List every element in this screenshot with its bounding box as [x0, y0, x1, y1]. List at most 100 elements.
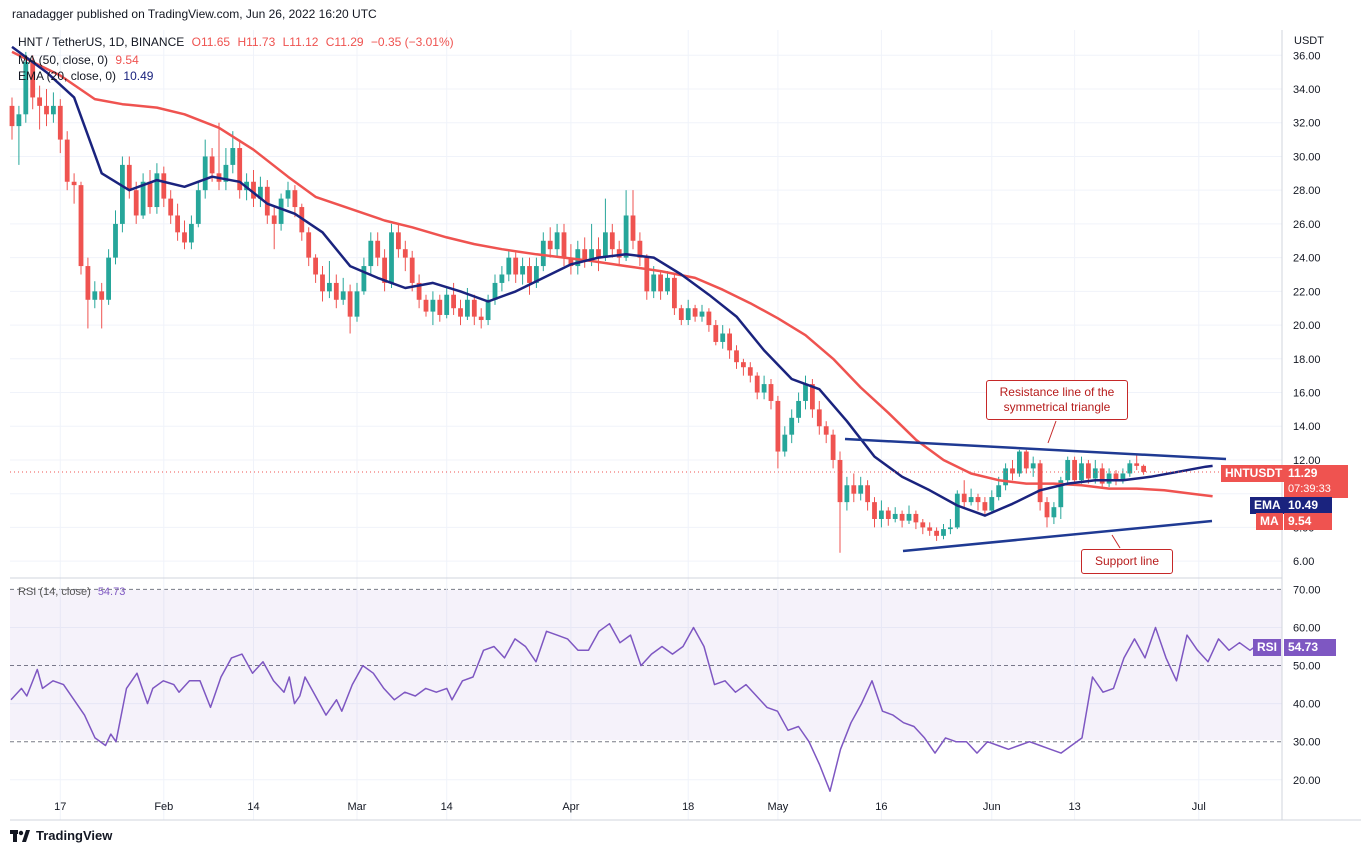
rsi-legend[interactable]: RSI (14, close) 54.73 [18, 586, 125, 598]
candle-body [961, 493, 967, 503]
candle-body [1058, 480, 1064, 508]
candle-body [1072, 459, 1077, 481]
candle-body [409, 257, 415, 283]
candle-body [879, 510, 884, 519]
candle-body [402, 249, 408, 258]
axes: USDT 36.00 34.00 32.00 30.00 28.00 26.00 24.00 2… [10, 30, 1361, 821]
candle-body [106, 257, 111, 300]
candle-body [1086, 463, 1091, 479]
candle-body [492, 282, 498, 300]
candle-body [333, 282, 339, 300]
candle-body [968, 497, 974, 503]
candle-body [382, 257, 387, 283]
candle-body [1065, 459, 1071, 481]
ema-legend[interactable]: EMA (20, close, 0) 10.49 [18, 69, 153, 83]
candle-body [375, 240, 381, 258]
candle-body [672, 277, 677, 309]
candle-body [582, 249, 588, 262]
candle-body [85, 266, 91, 300]
tradingview-brand-label: TradingView [36, 828, 113, 843]
candle-body [837, 459, 843, 503]
symbol-tag: HNTUSDT [1221, 465, 1287, 482]
ma-name-tag: MA [1256, 513, 1283, 530]
candle-body [513, 257, 519, 275]
ema-legend-label: EMA (20, close, 0) [18, 69, 117, 83]
trendlines [844, 420, 1227, 553]
candle-body [147, 181, 153, 208]
rsi-tick-label: 60.00 [1293, 622, 1321, 634]
price-tick-label: 32.00 [1293, 118, 1321, 130]
tradingview-logo-icon [10, 829, 30, 842]
candle-body [368, 240, 374, 267]
rsi-band [10, 590, 1282, 740]
candle-body [1017, 451, 1022, 474]
indicator-lines [10, 45, 1256, 792]
resistance-callout: Resistance line of the symmetrical trian… [986, 380, 1128, 420]
time-tick-label: 16 [875, 801, 887, 813]
price-tick-label: 30.00 [1293, 151, 1321, 163]
candle-body [948, 527, 953, 530]
candle-body [630, 215, 636, 241]
rsi-line [10, 622, 1256, 792]
candle-body [354, 291, 360, 317]
candle-body [747, 367, 753, 376]
ema-value-tag: 10.49 [1284, 497, 1332, 514]
candle-body [761, 384, 767, 393]
rsi-legend-label: RSI (14, close) [18, 586, 91, 598]
candle-body [906, 513, 912, 521]
candle-body [37, 97, 42, 106]
candle-body [810, 384, 815, 410]
candle-body [540, 240, 546, 267]
rsi-tick-label: 20.00 [1293, 775, 1321, 787]
price-tick-label: 28.00 [1293, 185, 1321, 197]
ohlc-close: C11.29 [325, 35, 364, 49]
candle-body [285, 190, 291, 199]
candle-body [499, 274, 505, 283]
candle-body [954, 493, 960, 528]
candle-body [1044, 502, 1050, 518]
candle-body [872, 502, 877, 519]
ma-legend[interactable]: MA (50, close, 0) 9.54 [18, 53, 139, 67]
price-tick-label: 36.00 [1293, 50, 1321, 62]
candle-body [347, 291, 353, 317]
candle-body [899, 513, 905, 521]
candle-body [1023, 451, 1029, 469]
ema-legend-value: 10.49 [123, 69, 154, 83]
candle-body [444, 294, 450, 315]
candle-body [941, 529, 946, 536]
candle-body [313, 257, 318, 275]
candle-body [465, 299, 470, 317]
candle-body [1127, 463, 1133, 474]
candle-body [1134, 463, 1140, 466]
candle-body [340, 291, 346, 300]
candle-body [44, 105, 49, 115]
candle-body [51, 105, 56, 115]
candle-body [1141, 465, 1146, 472]
price-tick-label: 24.00 [1293, 253, 1321, 265]
candles [9, 51, 1146, 553]
candle-body [292, 190, 298, 208]
tradingview-brand[interactable]: TradingView [10, 828, 112, 843]
candle-body [1120, 473, 1126, 481]
time-tick-label: May [768, 801, 789, 813]
candle-body [568, 257, 574, 267]
candle-body [768, 384, 774, 401]
candle-body [782, 434, 788, 452]
candle-body [113, 223, 118, 258]
ohlc-open: O11.65 [191, 35, 231, 49]
candle-body [727, 333, 732, 351]
candle-body [609, 232, 615, 250]
candle-body [30, 62, 36, 98]
candle-body [637, 240, 643, 258]
candle-body [389, 232, 394, 283]
time-tick-label: 18 [682, 801, 694, 813]
candle-body [478, 316, 484, 321]
rsi-tick-label: 50.00 [1293, 661, 1321, 673]
candle-body [237, 148, 243, 191]
candle-body [327, 282, 332, 292]
time-tick-label: Apr [562, 801, 579, 813]
candle-body [789, 417, 795, 435]
price-tick-label: 14.00 [1293, 421, 1321, 433]
candle-body [685, 308, 691, 321]
candle-body [16, 114, 22, 127]
